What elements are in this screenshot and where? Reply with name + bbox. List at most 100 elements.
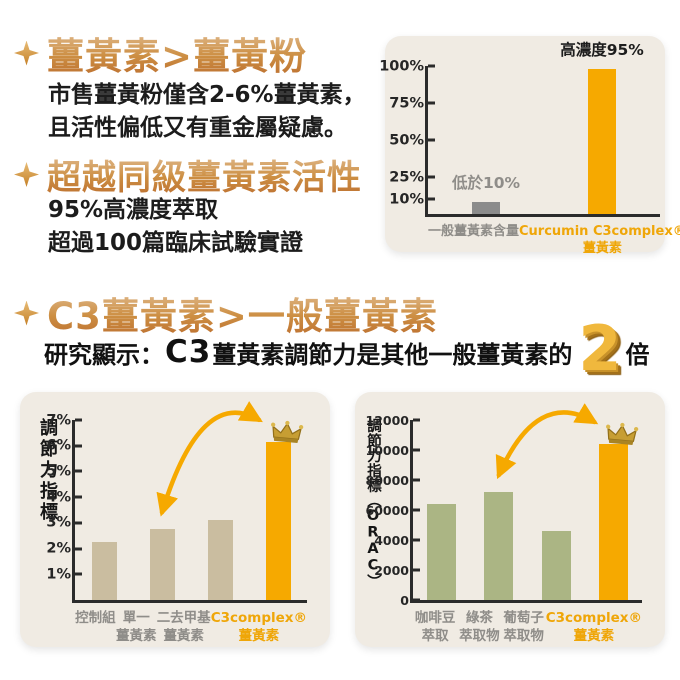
y-tick-label: 10000 — [365, 442, 410, 458]
multiplier-number: 2 — [578, 312, 622, 385]
bar-slot — [191, 420, 249, 600]
modulation-chart-card: 調節力指標 7% 6% 5% 4% 3% 2% 1% 控制組 單一 薑黃素 二去甲基 薑黃素 C3co… — [20, 392, 330, 647]
y-tick-label: 80000 — [365, 472, 410, 488]
bar — [588, 68, 616, 214]
section2-body: 95%高濃度萃取 超過100篇臨床試驗實證 — [48, 194, 303, 259]
x-label-line: 薑黃素 — [238, 627, 280, 644]
x-label-line: 咖啡豆 — [414, 610, 456, 626]
y-tick-label: 0 — [400, 592, 409, 608]
crown-icon-wrap — [269, 418, 304, 446]
x-label-line: 葡萄子 — [503, 610, 544, 626]
y-tick-label: 2000 — [374, 562, 409, 578]
x-labels: 一般薑黃素含量 Curcumin C3complex® 薑黃素 — [428, 217, 680, 258]
bar-slot — [470, 420, 527, 600]
purity-chart-card: 100% 75% 50% 25% 10% 低於10% 高濃度95% 一般薑黃素含量 Curcu… — [379, 36, 680, 256]
x-label: 控制組 — [75, 610, 116, 645]
y-tick-label: 50% — [389, 132, 424, 148]
bar-annotation: 低於10% — [451, 174, 521, 193]
bar — [484, 492, 514, 600]
subtitle-suffix: 倍 — [625, 340, 650, 369]
y-tick-label: 75% — [389, 95, 424, 111]
x-label: 葡萄子 萃取物 — [501, 610, 545, 645]
section3-heading: C3薑黃素>一般薑黃素 — [14, 286, 438, 340]
plot-area: 12000 10000 80000 60000 4000 2000 0 — [366, 403, 642, 608]
bar — [541, 531, 571, 600]
bar-slot — [413, 420, 470, 600]
y-tick: 60000 — [366, 503, 420, 518]
y-tick: 7% — [46, 412, 82, 428]
crown-icon-wrap — [604, 421, 639, 449]
bar — [149, 529, 175, 600]
y-tick: 0 — [400, 593, 420, 608]
bar-slot — [585, 420, 642, 600]
plot-area: 100% 75% 50% 25% 10% 低於10% 高濃度95% — [379, 41, 660, 217]
y-tick: 80000 — [366, 473, 420, 488]
section3-subtitle: 研究顯示： C3 薑黃素調節力是其他一般薑黃素的 2 倍 — [44, 318, 649, 386]
x-label-line: 薑黃素 — [163, 627, 204, 644]
x-label-line: 萃取 — [421, 627, 449, 644]
x-label-line: 綠茶 — [465, 610, 493, 626]
section1-body-line1: 市售薑黃粉僅含2-6%薑黃素， — [48, 82, 366, 108]
x-label-line: C3complex® — [545, 610, 643, 626]
x-label-line: 薑黃素 — [116, 627, 157, 644]
x-label-line: 薑黃素 — [582, 240, 622, 256]
y-tick-label: 100% — [379, 58, 424, 74]
x-label-line: Curcumin C3complex® — [519, 224, 680, 239]
y-tick-label: 5% — [46, 463, 71, 480]
x-label-line: 二去甲基 — [156, 610, 211, 626]
bar — [207, 520, 233, 600]
subtitle-mid: 薑黃素調節力是其他一般薑黃素的 — [212, 340, 573, 369]
orac-chart-card: 調節力指標（ORAC） 12000 10000 80000 60000 4000 2000… — [355, 392, 665, 647]
section2-title: 超越同級薑黃素活性 — [47, 150, 362, 199]
bar-slot — [528, 420, 585, 600]
x-label: 二去甲基 薑黃素 — [157, 610, 211, 645]
bar-annotation: 高濃度95% — [560, 40, 644, 59]
section2-body-line1: 95%高濃度萃取 — [48, 197, 219, 223]
y-tick: 100% — [379, 58, 435, 74]
crown-icon — [271, 420, 304, 443]
y-tick: 4000 — [374, 533, 420, 548]
section2-body-line2: 超過100篇臨床試驗實證 — [48, 229, 304, 256]
bar-slot — [133, 420, 191, 600]
y-tick: 1% — [46, 566, 82, 582]
bar — [427, 504, 457, 600]
bar-slot: 高濃度95% — [544, 41, 660, 214]
y-tick-label: 12000 — [365, 412, 410, 428]
x-label: 綠茶 萃取物 — [457, 610, 501, 645]
y-tick: 5% — [46, 463, 82, 479]
bars-layer: 低於10% 高濃度95% — [428, 41, 660, 214]
y-tick-label: 60000 — [365, 502, 410, 518]
subtitle-prefix: 研究顯示： — [44, 340, 164, 369]
y-tick-label: 25% — [389, 169, 424, 185]
y-axis-label: 調節力指標（ORAC） — [365, 418, 381, 589]
x-label-line: 單一 — [122, 610, 150, 626]
y-tick: 2% — [46, 541, 82, 557]
bars-layer — [75, 420, 307, 600]
sparkle-icon — [14, 40, 39, 66]
y-tick-label: 10% — [389, 191, 424, 208]
bar-slot — [249, 420, 307, 600]
x-label-line: 一般薑黃素含量 — [428, 224, 520, 239]
x-label-line: 薑黃素 — [573, 627, 615, 644]
y-tick-label: 1% — [46, 566, 71, 583]
y-tick: 12000 — [366, 413, 420, 428]
y-tick: 75% — [389, 95, 435, 111]
bars-layer — [413, 420, 642, 600]
x-label-line: 萃取物 — [459, 627, 500, 644]
y-tick: 3% — [46, 515, 82, 531]
sparkle-icon — [14, 162, 39, 187]
bar — [598, 444, 628, 600]
y-tick: 6% — [46, 438, 82, 454]
y-tick: 10000 — [366, 443, 420, 458]
x-label: C3complex® 薑黃素 — [211, 610, 307, 645]
bar — [265, 441, 291, 600]
y-tick: 10% — [389, 191, 435, 207]
y-tick-label: 4% — [46, 489, 71, 506]
section1-title: 薑黃素>薑黃粉 — [47, 26, 307, 80]
subtitle-c3: C3 — [165, 334, 212, 370]
x-label: 單一 薑黃素 — [116, 610, 157, 645]
sparkle-icon — [14, 300, 39, 326]
y-tick-label: 7% — [46, 412, 71, 428]
section2-heading: 超越同級薑黃素活性 — [14, 150, 362, 199]
